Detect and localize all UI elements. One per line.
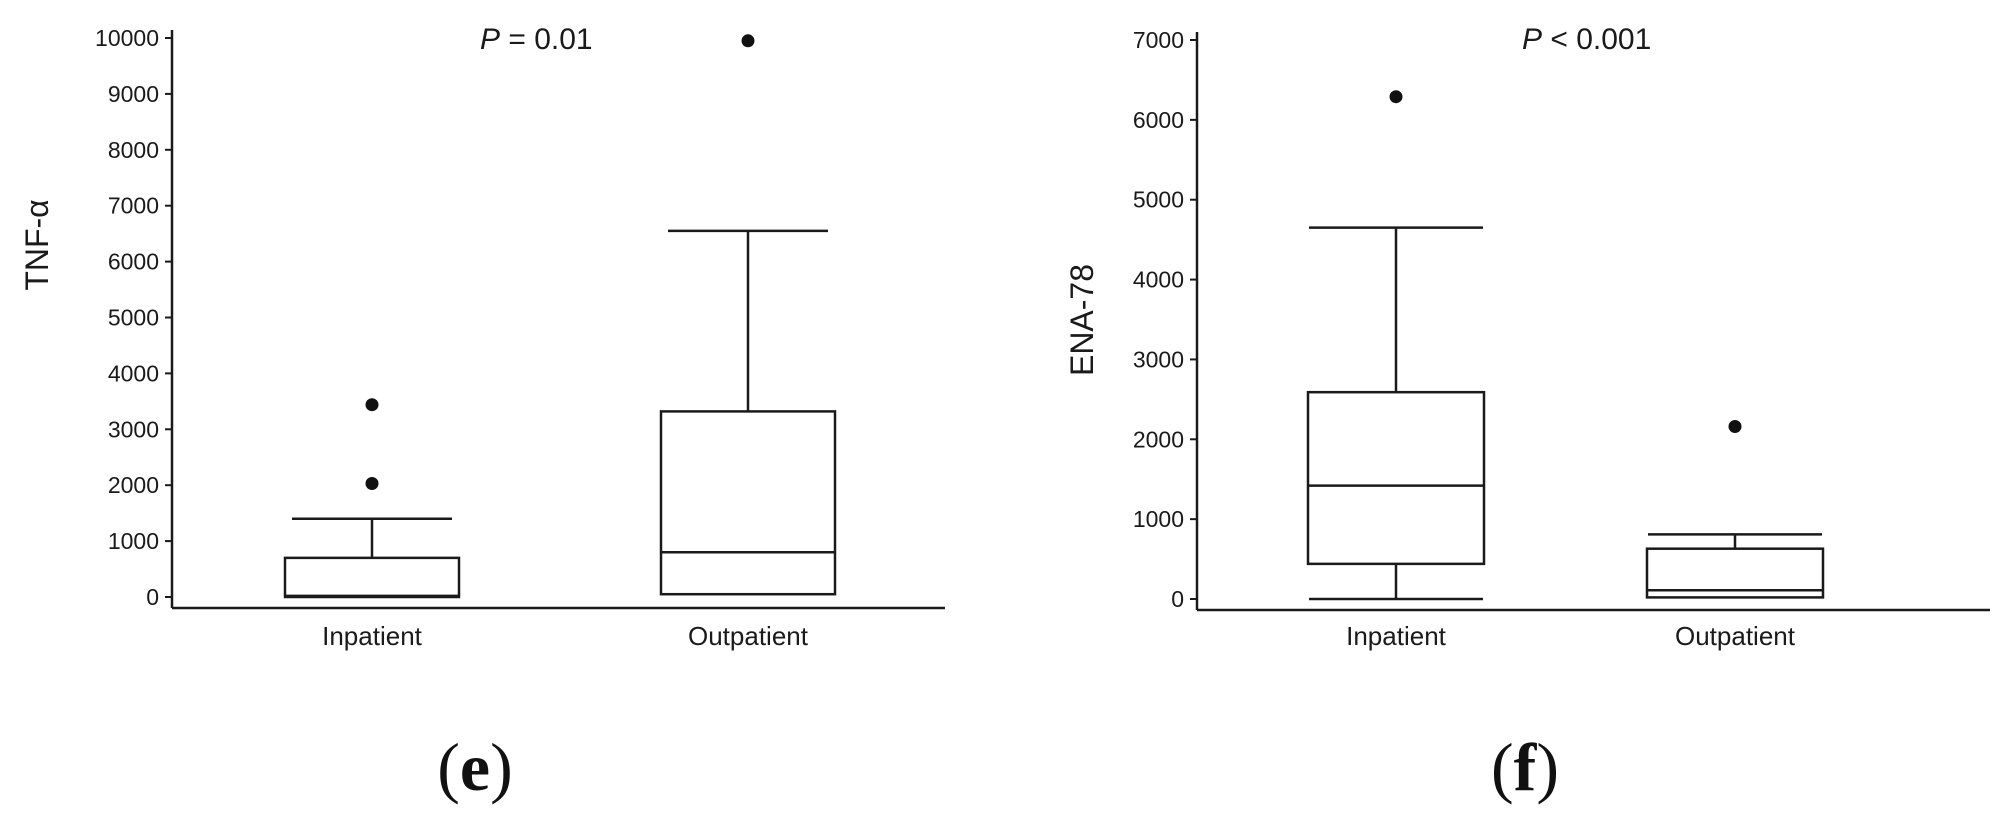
outlier-point — [1389, 90, 1403, 104]
y-tick-label: 4000 — [108, 360, 159, 386]
y-tick-label: 3000 — [1133, 346, 1184, 372]
y-tick-label: 5000 — [108, 305, 159, 331]
y-tick-label: 1000 — [108, 528, 159, 554]
y-tick-label: 10000 — [95, 25, 159, 51]
panel-label-f: (f) — [1491, 729, 1559, 805]
panel-e-chart: P = 0.01 TNF-α 0 1000 2000 3000 4000 5000 6000… — [19, 23, 945, 805]
p-value-f: < 0.001 — [1542, 23, 1651, 56]
y-ticks-e: 0 1000 2000 3000 4000 5000 6000 7000 8000 9000 100… — [95, 25, 172, 610]
outlier-point — [1728, 420, 1742, 434]
y-tick-label: 6000 — [108, 249, 159, 275]
y-tick-label: 6000 — [1133, 107, 1184, 133]
panel-label-close-f: ) — [1536, 729, 1559, 805]
box-group — [283, 398, 461, 599]
y-tick-label: 0 — [1171, 586, 1184, 612]
y-axis-title-f: ENA-78 — [1064, 264, 1100, 376]
panel-label-close-e: ) — [490, 729, 513, 805]
panel-label-letter-f: f — [1514, 729, 1538, 805]
y-tick-label: 7000 — [1133, 27, 1184, 53]
x-categories-e: Inpatient Outpatient — [322, 621, 809, 651]
box-group — [1645, 420, 1825, 599]
boxes-f — [1306, 90, 1825, 601]
x-category-label: Outpatient — [688, 621, 809, 651]
iqr-box — [659, 410, 837, 596]
p-symbol-f: P — [1522, 23, 1542, 56]
iqr-box — [283, 556, 461, 599]
y-tick-label: 3000 — [108, 416, 159, 442]
x-category-label: Outpatient — [1675, 621, 1796, 651]
outlier-point — [741, 34, 755, 48]
y-tick-label: 9000 — [108, 81, 159, 107]
y-tick-label: 2000 — [1133, 426, 1184, 452]
outlier-point — [365, 477, 379, 491]
box-group — [659, 34, 837, 596]
panel-label-e: (e) — [437, 729, 513, 805]
y-tick-label: 0 — [146, 584, 159, 610]
panel-f-chart: P < 0.001 ENA-78 0 1000 2000 3000 4000 5000 60… — [1064, 23, 1990, 805]
panel-label-letter-e: e — [460, 729, 490, 805]
y-ticks-f: 0 1000 2000 3000 4000 5000 6000 7000 — [1133, 27, 1197, 612]
p-value-e: = 0.01 — [500, 23, 593, 56]
x-category-label: Inpatient — [322, 621, 423, 651]
iqr-box — [1645, 547, 1825, 599]
x-categories-f: Inpatient Outpatient — [1346, 621, 1796, 651]
y-tick-label: 8000 — [108, 137, 159, 163]
boxes-e — [283, 34, 837, 599]
panel-label-open-f: ( — [1491, 729, 1514, 805]
y-tick-label: 1000 — [1133, 506, 1184, 532]
y-tick-label: 5000 — [1133, 187, 1184, 213]
box-group — [1306, 90, 1486, 601]
y-tick-label: 7000 — [108, 193, 159, 219]
y-tick-label: 2000 — [108, 472, 159, 498]
y-axis-title-e: TNF-α — [19, 199, 55, 290]
panel-label-open-e: ( — [437, 729, 460, 805]
y-tick-label: 4000 — [1133, 267, 1184, 293]
p-value-annotation-f: P < 0.001 — [1522, 23, 1651, 56]
x-category-label: Inpatient — [1346, 621, 1447, 651]
iqr-box — [1306, 390, 1486, 566]
outlier-point — [365, 398, 379, 412]
p-symbol-e: P — [480, 23, 500, 56]
p-value-annotation-e: P = 0.01 — [480, 23, 593, 56]
